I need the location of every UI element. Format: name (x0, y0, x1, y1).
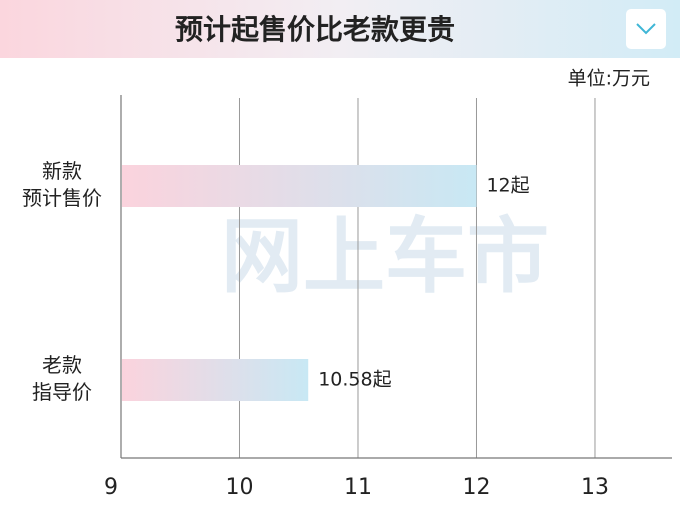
title-band (0, 0, 680, 58)
x-tick-label: 10 (225, 475, 253, 500)
unit-label: 单位:万元 (568, 68, 650, 90)
watermark: 网上车市 (221, 209, 549, 304)
x-tick-label: 12 (462, 475, 490, 500)
bar (122, 359, 309, 401)
collapse-button[interactable] (626, 9, 666, 49)
x-tick-label: 13 (581, 475, 609, 500)
value-label: 12起 (486, 175, 529, 197)
y-tick-label: 老款 指导价 (32, 353, 92, 404)
y-tick-label: 新款 预计售价 (22, 159, 102, 210)
x-tick-label: 11 (344, 475, 372, 500)
bar (122, 165, 477, 207)
chevron-icon (636, 23, 656, 35)
chart-title: 预计起售价比老款更贵 (175, 13, 455, 46)
x-tick-label: 9 (104, 475, 118, 500)
value-label: 10.58起 (318, 369, 391, 391)
